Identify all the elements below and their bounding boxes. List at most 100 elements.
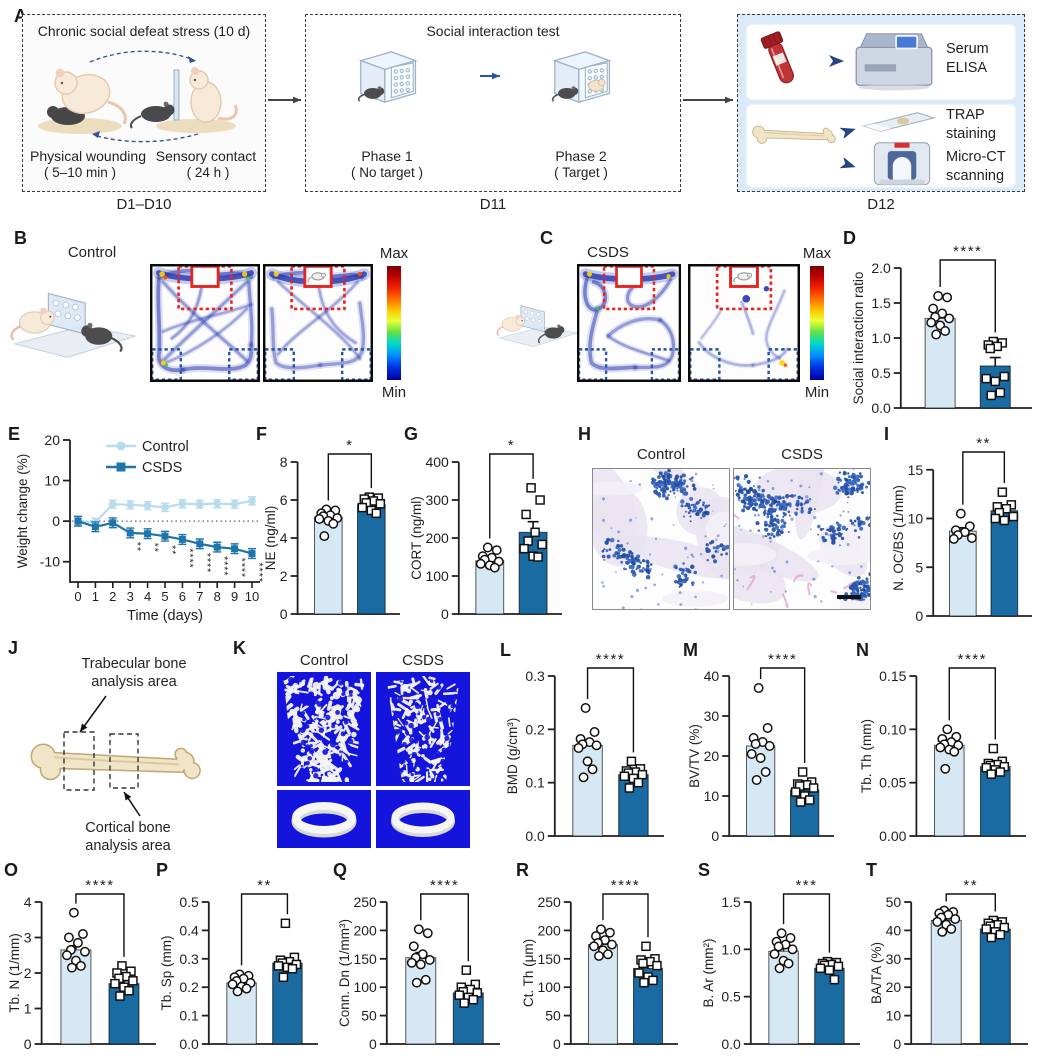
colorbar-min-label: Min	[381, 384, 407, 401]
svg-text:Time (days): Time (days)	[127, 608, 203, 624]
svg-text:8: 8	[214, 589, 221, 604]
colorbar-min-label: Min	[804, 384, 830, 401]
svg-text:0: 0	[24, 1036, 32, 1052]
svg-text:**: **	[963, 877, 978, 894]
svg-text:**: **	[166, 545, 178, 555]
colorbar-max-label: Max	[379, 245, 409, 262]
svg-text:****: ****	[611, 877, 640, 894]
svg-text:**: **	[976, 435, 991, 452]
chart-weight-change: 20 10 0 -10 0 1 2 3 4 5 6 7 8 9 10 Time (days) Weight ch…	[14, 430, 268, 628]
micro-ct-label: Micro-CT scanning	[946, 149, 1006, 184]
svg-text:100: 100	[537, 979, 561, 995]
control-heatmap-no-target	[150, 264, 260, 382]
arrow-icon	[840, 127, 856, 138]
svg-text:CSDS: CSDS	[142, 460, 182, 476]
svg-text:20: 20	[704, 748, 720, 764]
svg-text:****: ****	[85, 877, 114, 894]
svg-text:0.3: 0.3	[179, 951, 199, 967]
svg-text:0: 0	[441, 606, 449, 622]
panel-label-p: P	[156, 860, 169, 880]
svg-text:0.0: 0.0	[525, 828, 545, 844]
arrow-icon	[829, 55, 844, 67]
svg-text:250: 250	[537, 894, 561, 910]
chart-cort: 0 100 200 300 400 CORT (ng/ml) *	[408, 432, 566, 624]
svg-text:50: 50	[545, 1008, 561, 1024]
svg-text:150: 150	[537, 951, 561, 967]
svg-text:6: 6	[179, 589, 186, 604]
svg-text:0.5: 0.5	[721, 989, 741, 1005]
svg-text:0.0: 0.0	[721, 1036, 741, 1052]
defeat-stress-illustration	[38, 50, 238, 143]
svg-text:****: ****	[253, 563, 265, 583]
svg-text:-10: -10	[40, 554, 60, 570]
svg-text:3: 3	[127, 589, 134, 604]
svg-text:N. OC/BS (1/mm): N. OC/BS (1/mm)	[891, 485, 906, 591]
svg-text:400: 400	[425, 454, 449, 470]
social-interaction-illustration	[10, 292, 136, 358]
chart-bvtv: 0 10 20 30 40 BV/TV (%) ****	[686, 646, 838, 846]
sensory-contact-duration: ( 24 h )	[186, 165, 230, 180]
svg-text:***: ***	[795, 877, 817, 894]
sensory-contact-label: Sensory contact	[155, 148, 257, 164]
panel-label-m: M	[683, 640, 698, 660]
svg-text:10: 10	[704, 788, 720, 804]
control-group-title: Control	[67, 244, 117, 261]
svg-text:**: **	[149, 543, 161, 553]
panel-label-s: S	[698, 860, 711, 880]
svg-text:100: 100	[353, 979, 377, 995]
csds-protocol-box: Chronic social defeat stress (10 d)	[22, 14, 266, 192]
panel-label-t: T	[866, 860, 877, 880]
svg-text:0: 0	[553, 1036, 561, 1052]
phase-arrow-icon	[480, 72, 500, 80]
timeline-d1-d10: D1–D10	[116, 196, 172, 213]
csds-box-title: Chronic social defeat stress (10 d)	[37, 23, 251, 39]
svg-text:0.1: 0.1	[179, 1008, 199, 1024]
svg-text:40: 40	[704, 668, 720, 684]
panel-label-o: O	[4, 860, 19, 880]
cortical-ring-control-image	[277, 790, 371, 848]
panel-label-l: L	[500, 640, 511, 660]
histology-slide-icon	[861, 112, 937, 132]
svg-text:0.2: 0.2	[179, 979, 199, 995]
panel-label-n: N	[856, 640, 869, 660]
svg-text:BV/TV (%): BV/TV (%)	[687, 724, 702, 788]
timeline-d11: D11	[479, 196, 507, 213]
svg-text:150: 150	[353, 951, 377, 967]
svg-text:8: 8	[280, 454, 288, 470]
svg-text:50: 50	[886, 894, 902, 910]
svg-text:1.0: 1.0	[871, 330, 891, 346]
svg-text:****: ****	[236, 558, 248, 578]
svg-text:B. Ar (mm²): B. Ar (mm²)	[701, 939, 716, 1008]
svg-text:****: ****	[430, 877, 459, 894]
csds-heatmap-target	[688, 264, 800, 382]
phase1-label: Phase 1	[361, 148, 413, 164]
svg-text:10: 10	[44, 473, 60, 489]
svg-text:40: 40	[886, 922, 902, 938]
svg-text:20: 20	[886, 979, 902, 995]
svg-text:*: *	[508, 437, 515, 454]
svg-text:4: 4	[144, 589, 151, 604]
physical-wounding-label: Physical wounding	[30, 148, 146, 164]
svg-text:0: 0	[369, 1036, 377, 1052]
svg-text:4: 4	[280, 530, 288, 546]
svg-text:10: 10	[886, 1008, 902, 1024]
svg-text:0: 0	[280, 606, 288, 622]
svg-text:0.0: 0.0	[179, 1036, 199, 1052]
svg-text:*: *	[346, 437, 353, 454]
svg-text:Ct. Th (μm): Ct. Th (μm)	[521, 939, 536, 1007]
svg-text:**: **	[131, 542, 143, 552]
svg-text:0.0: 0.0	[871, 400, 891, 416]
chart-bata: 0 10 20 30 40 50 BA/TA (%) **	[868, 872, 1032, 1054]
physical-wounding-duration: ( 5–10 min )	[43, 165, 117, 180]
cortical-ring-csds-image	[376, 790, 470, 848]
microct-control-title: Control	[299, 652, 349, 669]
svg-text:**: **	[257, 877, 272, 894]
svg-text:****: ****	[183, 548, 195, 568]
heatmap-colorbar	[810, 266, 824, 380]
panel-label-g: G	[404, 424, 419, 444]
svg-text:0: 0	[52, 513, 60, 529]
chart-social-interaction-ratio: 0.0 0.5 1.0 1.5 2.0 Social interaction ratio *…	[850, 238, 1036, 418]
phase2-label: Phase 2	[555, 148, 607, 164]
svg-text:1.5: 1.5	[871, 295, 891, 311]
